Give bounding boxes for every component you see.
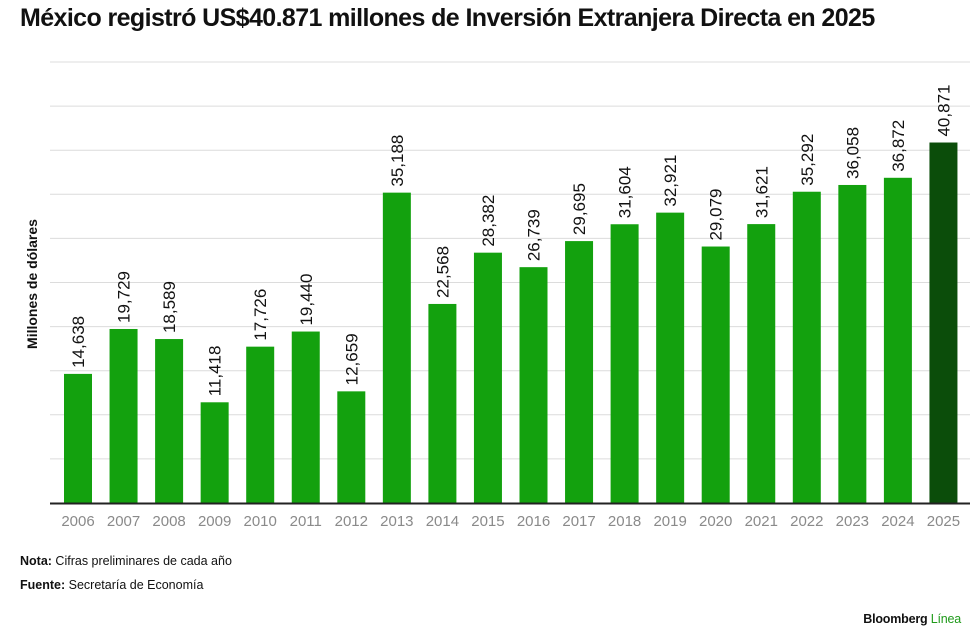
x-tick-label-2007: 2007 <box>107 513 140 530</box>
bar-value-label-2021: 31,621 <box>752 166 771 218</box>
x-tick-label-2009: 2009 <box>198 513 231 530</box>
source-text: Secretaría de Economía <box>65 578 204 592</box>
bar-value-label-2016: 26,739 <box>525 209 544 261</box>
bar-value-label-2017: 29,695 <box>570 183 589 235</box>
bar-2019 <box>656 212 685 503</box>
bar-value-label-2018: 31,604 <box>616 166 635 218</box>
bar-2017 <box>565 241 594 504</box>
bar-2009 <box>200 402 229 503</box>
bar-value-label-2007: 19,729 <box>115 271 134 323</box>
bar-value-label-2025: 40,871 <box>934 85 953 137</box>
bar-2015 <box>473 252 502 503</box>
bar-2025 <box>929 142 958 504</box>
note-text: Cifras preliminares de cada año <box>51 554 232 568</box>
brand-accent: Línea <box>927 612 961 626</box>
bar-2018 <box>610 224 639 503</box>
bar-value-label-2009: 11,418 <box>206 346 225 397</box>
note-line: Nota: Cifras preliminares de cada año <box>20 549 232 573</box>
source-line: Fuente: Secretaría de Economía <box>20 573 232 597</box>
bar-value-label-2012: 12,659 <box>342 333 361 385</box>
x-tick-label-2015: 2015 <box>471 513 504 530</box>
bar-value-label-2011: 19,440 <box>297 274 316 326</box>
source-label: Fuente: <box>20 578 66 592</box>
bar-2020 <box>701 246 730 503</box>
bar-2012 <box>337 391 366 503</box>
bar-2021 <box>747 224 776 503</box>
grid-lines <box>50 61 970 460</box>
bar-2010 <box>246 346 275 503</box>
x-tick-label-2017: 2017 <box>562 513 595 530</box>
x-tick-labels-group: 2006 2007 2008 2009 2010 2011 2012 2013 2014 2015… <box>61 513 960 530</box>
bar-2008 <box>155 339 184 503</box>
bar-value-label-2008: 18,589 <box>160 281 179 333</box>
bar-value-label-2022: 35,292 <box>798 134 817 186</box>
x-tick-label-2024: 2024 <box>881 513 914 530</box>
note-label: Nota: <box>20 554 52 568</box>
bar-value-label-2013: 35,188 <box>388 135 407 187</box>
x-tick-label-2021: 2021 <box>745 513 778 530</box>
x-tick-label-2025: 2025 <box>927 513 960 530</box>
bar-value-label-2006: 14,638 <box>69 316 88 368</box>
bar-value-label-2019: 32,921 <box>661 155 680 207</box>
bar-2014 <box>428 303 457 503</box>
bar-labels-group: 14,638 19,729 18,589 11,418 17,726 19,440 12,6… <box>69 85 953 397</box>
bar-2007 <box>109 328 138 503</box>
bar-2011 <box>291 331 320 503</box>
bar-2016 <box>519 267 548 503</box>
x-tick-label-2013: 2013 <box>380 513 413 530</box>
bar-2013 <box>382 192 411 503</box>
bar-value-label-2024: 36,872 <box>889 120 908 172</box>
bar-value-label-2010: 17,726 <box>251 289 270 341</box>
x-tick-label-2022: 2022 <box>790 513 823 530</box>
x-tick-label-2020: 2020 <box>699 513 732 530</box>
bar-chart: 14,638 19,729 18,589 11,418 17,726 19,440 12,6… <box>24 61 970 530</box>
bar-value-label-2020: 29,079 <box>707 189 726 241</box>
x-tick-label-2023: 2023 <box>836 513 869 530</box>
x-tick-label-2016: 2016 <box>517 513 550 530</box>
y-axis-label: Millones de dólares <box>24 219 40 349</box>
x-tick-label-2019: 2019 <box>653 513 686 530</box>
bar-value-label-2023: 36,058 <box>843 127 862 179</box>
x-tick-label-2011: 2011 <box>290 513 322 530</box>
footnotes: Nota: Cifras preliminares de cada año Fu… <box>20 549 232 597</box>
chart-title: México registró US$40.871 millones de In… <box>20 4 875 32</box>
bar-2022 <box>792 191 821 504</box>
x-tick-label-2008: 2008 <box>152 513 185 530</box>
x-tick-label-2014: 2014 <box>426 513 459 530</box>
brand-logo: Bloomberg Línea <box>863 612 961 626</box>
x-tick-label-2018: 2018 <box>608 513 641 530</box>
bars-group <box>64 142 958 504</box>
x-tick-label-2006: 2006 <box>61 513 94 530</box>
brand-main: Bloomberg <box>863 612 928 626</box>
bar-2006 <box>64 373 92 503</box>
bar-2023 <box>838 184 867 503</box>
x-tick-label-2010: 2010 <box>244 513 277 530</box>
bar-value-label-2014: 22,568 <box>433 246 452 298</box>
bar-value-label-2015: 28,382 <box>479 195 498 247</box>
x-tick-label-2012: 2012 <box>335 513 368 530</box>
bar-2024 <box>883 177 912 504</box>
